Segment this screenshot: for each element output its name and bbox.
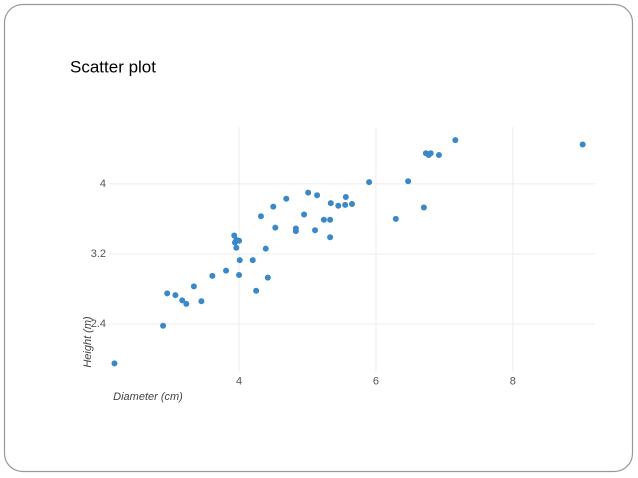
point [335, 202, 342, 209]
point [283, 195, 290, 202]
point [327, 234, 334, 241]
point [249, 257, 256, 264]
point [190, 283, 197, 290]
point [349, 201, 355, 208]
point [172, 292, 179, 299]
point [233, 244, 240, 251]
x-tick-label: 6 [373, 375, 379, 387]
point [179, 297, 186, 304]
grid: 2.4 3.2 4 4 6 8 [91, 127, 595, 387]
point [579, 141, 586, 148]
point [164, 290, 171, 297]
point [292, 228, 299, 235]
point [262, 245, 269, 252]
point [420, 204, 427, 211]
x-tick-label: 8 [510, 375, 516, 387]
point [209, 272, 216, 279]
slide-frame [3, 3, 634, 473]
point [257, 213, 264, 220]
point [327, 216, 334, 223]
x-tick-label: 4 [236, 375, 242, 387]
point [223, 267, 230, 274]
chart-title: Scatter plot [70, 57, 156, 76]
point [405, 178, 412, 185]
point [435, 152, 442, 159]
point [111, 360, 118, 367]
point [342, 201, 349, 208]
point [342, 194, 349, 201]
point [314, 192, 321, 199]
point [198, 298, 205, 305]
point [183, 300, 190, 307]
point [327, 200, 334, 207]
point [427, 150, 434, 157]
points [111, 137, 586, 367]
point [253, 287, 260, 294]
point [272, 224, 279, 231]
y-axis-label: Height (m) [82, 316, 94, 368]
point [270, 203, 277, 210]
point [305, 189, 312, 196]
point [160, 322, 167, 329]
point [392, 215, 399, 222]
point [366, 179, 373, 186]
point [312, 227, 319, 234]
point [236, 237, 243, 244]
y-tick-label: 4 [100, 178, 106, 190]
point [301, 211, 308, 218]
y-tick-label: 3.2 [91, 248, 106, 260]
y-tick-label: 2.4 [91, 318, 106, 330]
x-axis-label: Diameter (cm) [113, 391, 183, 403]
point [264, 274, 271, 281]
point [236, 271, 243, 278]
point [320, 216, 327, 223]
point [236, 257, 243, 264]
point [452, 137, 459, 144]
